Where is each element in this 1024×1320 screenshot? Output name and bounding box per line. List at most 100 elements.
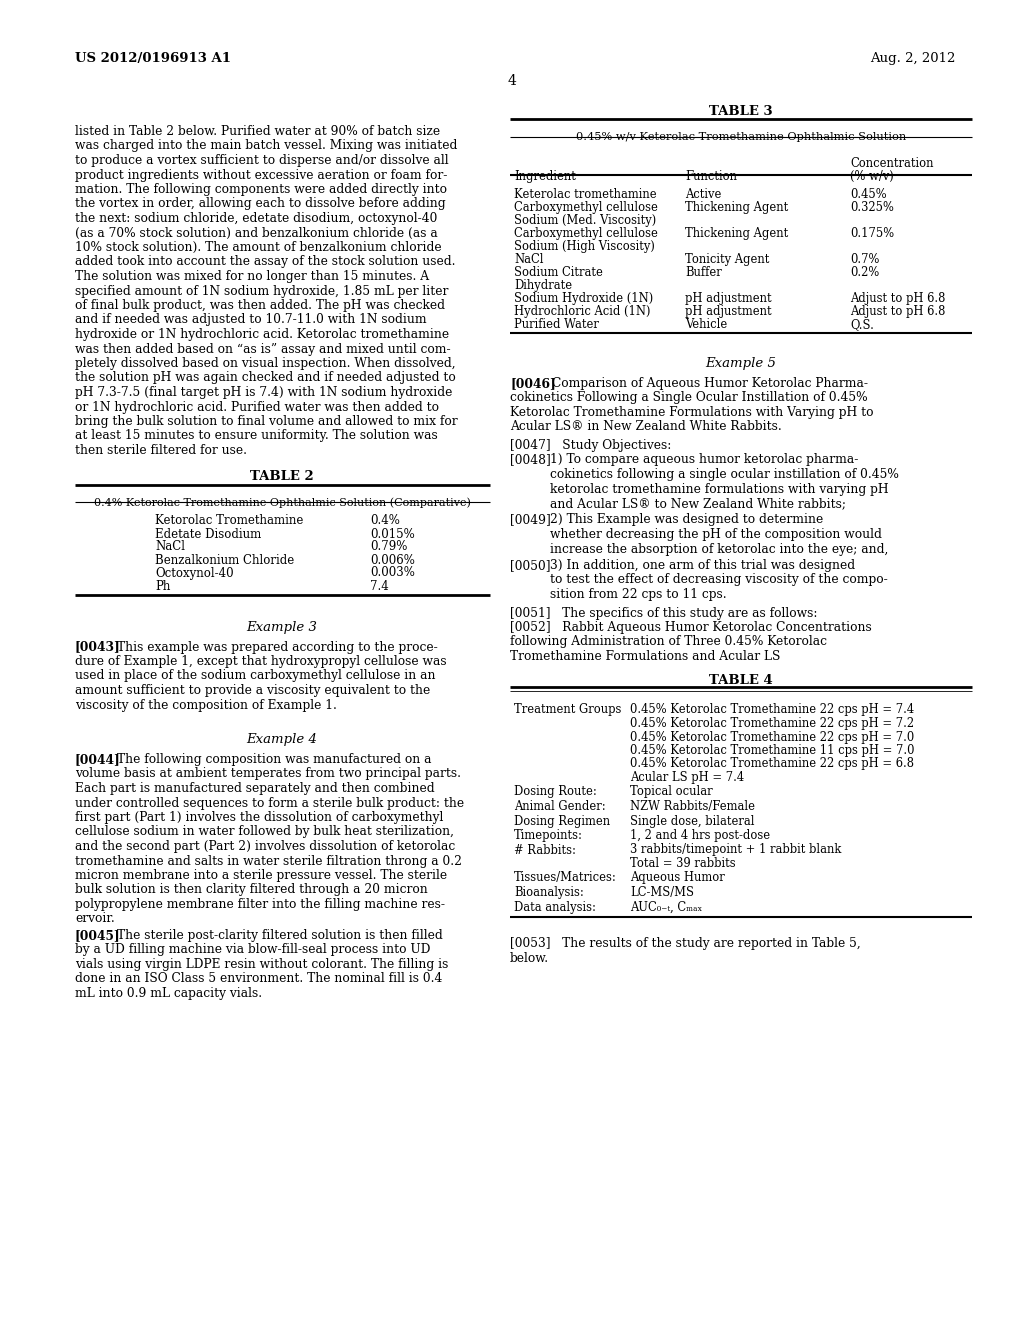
Text: Octoxynol-40: Octoxynol-40 — [155, 566, 233, 579]
Text: mation. The following components were added directly into: mation. The following components were ad… — [75, 183, 447, 195]
Text: Topical ocular: Topical ocular — [630, 785, 713, 799]
Text: (as a 70% stock solution) and benzalkonium chloride (as a: (as a 70% stock solution) and benzalkoni… — [75, 227, 437, 239]
Text: [0045]: [0045] — [75, 929, 121, 942]
Text: Example 4: Example 4 — [247, 733, 317, 746]
Text: bulk solution is then clarity filtered through a 20 micron: bulk solution is then clarity filtered t… — [75, 883, 428, 896]
Text: [0044]: [0044] — [75, 752, 121, 766]
Text: cokinetics following a single ocular instillation of 0.45%: cokinetics following a single ocular ins… — [550, 469, 899, 480]
Text: Dihydrate: Dihydrate — [514, 279, 572, 292]
Text: 0.45% Ketorolac Tromethamine 22 cps pH = 7.2: 0.45% Ketorolac Tromethamine 22 cps pH =… — [630, 717, 914, 730]
Text: pletely dissolved based on visual inspection. When dissolved,: pletely dissolved based on visual inspec… — [75, 356, 456, 370]
Text: below.: below. — [510, 952, 549, 965]
Text: 10% stock solution). The amount of benzalkonium chloride: 10% stock solution). The amount of benza… — [75, 242, 441, 253]
Text: Animal Gender:: Animal Gender: — [514, 800, 605, 813]
Text: TABLE 3: TABLE 3 — [710, 106, 773, 117]
Text: 0.015%: 0.015% — [370, 528, 415, 540]
Text: polypropylene membrane filter into the filling machine res-: polypropylene membrane filter into the f… — [75, 898, 445, 911]
Text: Single dose, bilateral: Single dose, bilateral — [630, 814, 755, 828]
Text: Carboxymethyl cellulose: Carboxymethyl cellulose — [514, 227, 657, 240]
Text: cokinetics Following a Single Ocular Instillation of 0.45%: cokinetics Following a Single Ocular Ins… — [510, 392, 867, 404]
Text: Ketorolac Tromethamine: Ketorolac Tromethamine — [155, 515, 303, 528]
Text: 0.45% w/v Keterolac Tromethamine Ophthalmic Solution: 0.45% w/v Keterolac Tromethamine Ophthal… — [575, 132, 906, 143]
Text: volume basis at ambient temperates from two principal parts.: volume basis at ambient temperates from … — [75, 767, 461, 780]
Text: Timepoints:: Timepoints: — [514, 829, 583, 842]
Text: 3 rabbits/timepoint + 1 rabbit blank: 3 rabbits/timepoint + 1 rabbit blank — [630, 843, 842, 857]
Text: 7.4: 7.4 — [370, 579, 389, 593]
Text: the vortex in order, allowing each to dissolve before adding: the vortex in order, allowing each to di… — [75, 198, 445, 210]
Text: The solution was mixed for no longer than 15 minutes. A: The solution was mixed for no longer tha… — [75, 271, 429, 282]
Text: Tissues/Matrices:: Tissues/Matrices: — [514, 871, 616, 884]
Text: 0.4%: 0.4% — [370, 515, 400, 528]
Text: 1) To compare aqueous humor ketorolac pharma-: 1) To compare aqueous humor ketorolac ph… — [550, 454, 858, 466]
Text: the solution pH was again checked and if needed adjusted to: the solution pH was again checked and if… — [75, 371, 456, 384]
Text: Dosing Regimen: Dosing Regimen — [514, 814, 610, 828]
Text: Treatment Groups: Treatment Groups — [514, 704, 622, 717]
Text: Ph: Ph — [155, 579, 170, 593]
Text: dure of Example 1, except that hydroxypropyl cellulose was: dure of Example 1, except that hydroxypr… — [75, 655, 446, 668]
Text: product ingredients without excessive aeration or foam for-: product ingredients without excessive ae… — [75, 169, 447, 181]
Text: Acular LS pH = 7.4: Acular LS pH = 7.4 — [630, 771, 744, 784]
Text: [0051]   The specifics of this study are as follows:: [0051] The specifics of this study are a… — [510, 606, 817, 619]
Text: Example 5: Example 5 — [706, 356, 776, 370]
Text: 0.45% Ketorolac Tromethamine 11 cps pH = 7.0: 0.45% Ketorolac Tromethamine 11 cps pH =… — [630, 744, 914, 756]
Text: Vehicle: Vehicle — [685, 318, 727, 331]
Text: [0052]   Rabbit Aqueous Humor Ketorolac Concentrations: [0052] Rabbit Aqueous Humor Ketorolac Co… — [510, 620, 871, 634]
Text: Buffer: Buffer — [685, 267, 722, 279]
Text: Sodium (Med. Viscosity): Sodium (Med. Viscosity) — [514, 214, 656, 227]
Text: 4: 4 — [508, 74, 516, 88]
Text: NaCl: NaCl — [514, 253, 544, 267]
Text: 0.003%: 0.003% — [370, 566, 415, 579]
Text: 1, 2 and 4 hrs post-dose: 1, 2 and 4 hrs post-dose — [630, 829, 770, 842]
Text: pH 7.3-7.5 (final target pH is 7.4) with 1N sodium hydroxide: pH 7.3-7.5 (final target pH is 7.4) with… — [75, 385, 453, 399]
Text: 2) This Example was designed to determine: 2) This Example was designed to determin… — [550, 513, 823, 527]
Text: Total = 39 rabbits: Total = 39 rabbits — [630, 857, 735, 870]
Text: tromethamine and salts in water sterile filtration throng a 0.2: tromethamine and salts in water sterile … — [75, 854, 462, 867]
Text: Aqueous Humor: Aqueous Humor — [630, 871, 725, 884]
Text: 0.45% Ketorolac Tromethamine 22 cps pH = 7.0: 0.45% Ketorolac Tromethamine 22 cps pH =… — [630, 730, 914, 743]
Text: Hydrochloric Acid (1N): Hydrochloric Acid (1N) — [514, 305, 650, 318]
Text: Data analysis:: Data analysis: — [514, 900, 596, 913]
Text: Benzalkonium Chloride: Benzalkonium Chloride — [155, 553, 294, 566]
Text: pH adjustment: pH adjustment — [685, 292, 772, 305]
Text: to test the effect of decreasing viscosity of the compo-: to test the effect of decreasing viscosi… — [550, 573, 888, 586]
Text: first part (Part 1) involves the dissolution of carboxymethyl: first part (Part 1) involves the dissolu… — [75, 810, 443, 824]
Text: ervoir.: ervoir. — [75, 912, 115, 925]
Text: Function: Function — [685, 170, 737, 183]
Text: Edetate Disodium: Edetate Disodium — [155, 528, 261, 540]
Text: [0043]: [0043] — [75, 640, 121, 653]
Text: Thickening Agent: Thickening Agent — [685, 201, 788, 214]
Text: 0.325%: 0.325% — [850, 201, 894, 214]
Text: sition from 22 cps to 11 cps.: sition from 22 cps to 11 cps. — [550, 587, 727, 601]
Text: by a UD filling machine via blow-fill-seal process into UD: by a UD filling machine via blow-fill-se… — [75, 944, 430, 957]
Text: Q.S.: Q.S. — [850, 318, 873, 331]
Text: (% w/v): (% w/v) — [850, 170, 894, 183]
Text: Dosing Route:: Dosing Route: — [514, 785, 597, 799]
Text: Sodium Citrate: Sodium Citrate — [514, 267, 603, 279]
Text: 0.4% Ketorolac Tromethamine Ophthalmic Solution (Comparative): 0.4% Ketorolac Tromethamine Ophthalmic S… — [93, 498, 470, 508]
Text: under controlled sequences to form a sterile bulk product: the: under controlled sequences to form a ste… — [75, 796, 464, 809]
Text: Each part is manufactured separately and then combined: Each part is manufactured separately and… — [75, 781, 434, 795]
Text: This example was prepared according to the proce-: This example was prepared according to t… — [117, 640, 437, 653]
Text: The following composition was manufactured on a: The following composition was manufactur… — [117, 752, 431, 766]
Text: NaCl: NaCl — [155, 540, 185, 553]
Text: 0.175%: 0.175% — [850, 227, 894, 240]
Text: Adjust to pH 6.8: Adjust to pH 6.8 — [850, 292, 945, 305]
Text: and Acular LS® to New Zealand White rabbits;: and Acular LS® to New Zealand White rabb… — [550, 498, 846, 510]
Text: Active: Active — [685, 187, 721, 201]
Text: listed in Table 2 below. Purified water at 90% of batch size: listed in Table 2 below. Purified water … — [75, 125, 440, 139]
Text: was then added based on “as is” assay and mixed until com-: was then added based on “as is” assay an… — [75, 342, 451, 355]
Text: Sodium Hydroxide (1N): Sodium Hydroxide (1N) — [514, 292, 653, 305]
Text: Aug. 2, 2012: Aug. 2, 2012 — [870, 51, 955, 65]
Text: Tonicity Agent: Tonicity Agent — [685, 253, 769, 267]
Text: vials using virgin LDPE resin without colorant. The filling is: vials using virgin LDPE resin without co… — [75, 958, 449, 972]
Text: was charged into the main batch vessel. Mixing was initiated: was charged into the main batch vessel. … — [75, 140, 458, 153]
Text: Concentration: Concentration — [850, 157, 934, 170]
Text: and if needed was adjusted to 10.7-11.0 with 1N sodium: and if needed was adjusted to 10.7-11.0 … — [75, 314, 427, 326]
Text: whether decreasing the pH of the composition would: whether decreasing the pH of the composi… — [550, 528, 882, 541]
Text: increase the absorption of ketorolac into the eye; and,: increase the absorption of ketorolac int… — [550, 543, 889, 556]
Text: pH adjustment: pH adjustment — [685, 305, 772, 318]
Text: following Administration of Three 0.45% Ketorolac: following Administration of Three 0.45% … — [510, 635, 827, 648]
Text: Example 3: Example 3 — [247, 620, 317, 634]
Text: US 2012/0196913 A1: US 2012/0196913 A1 — [75, 51, 231, 65]
Text: micron membrane into a sterile pressure vessel. The sterile: micron membrane into a sterile pressure … — [75, 869, 447, 882]
